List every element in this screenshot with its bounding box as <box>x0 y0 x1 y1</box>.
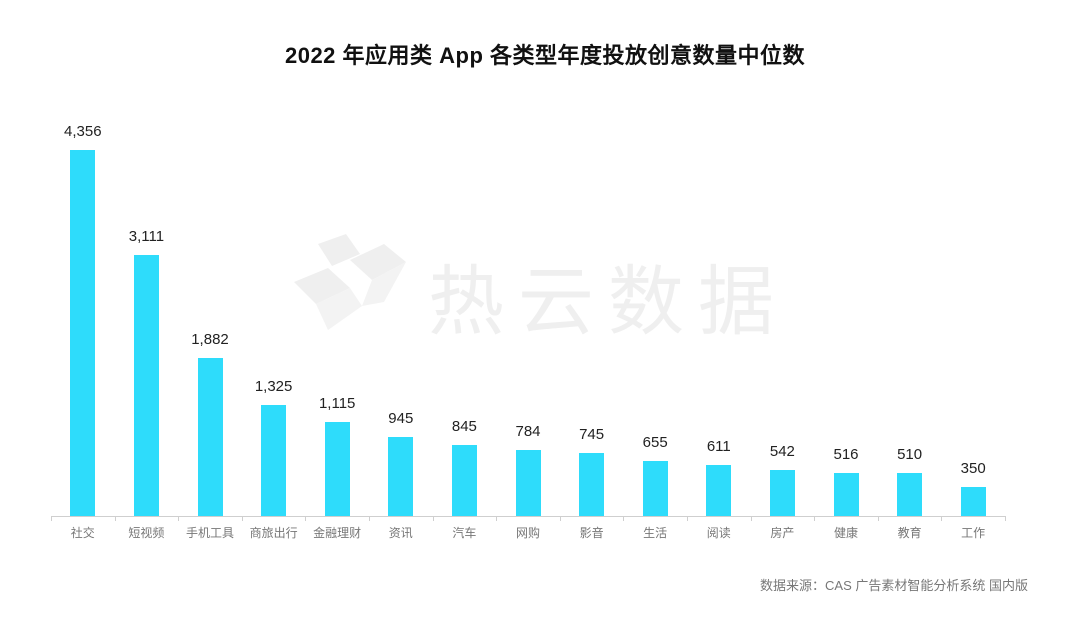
bar <box>133 254 159 516</box>
x-axis-tick <box>496 516 498 521</box>
bar <box>642 460 668 516</box>
bar-value-label: 655 <box>642 433 668 451</box>
bar <box>261 404 287 516</box>
x-axis-category-label: 阅读 <box>706 526 731 540</box>
bar-value-label: 745 <box>579 426 605 444</box>
x-axis-tick <box>877 516 879 521</box>
x-axis-tick <box>1005 516 1006 521</box>
x-axis-tick <box>687 516 688 521</box>
x-axis-category-label: 工作 <box>961 526 986 540</box>
bar-value-label: 516 <box>833 445 859 463</box>
x-axis-category-label: 社交 <box>70 526 95 540</box>
bar <box>70 150 96 516</box>
x-axis-category-label: 短视频 <box>128 526 165 540</box>
x-axis-tick <box>369 516 370 521</box>
bar <box>324 422 350 516</box>
x-axis-line <box>51 516 1005 517</box>
bar <box>515 450 541 516</box>
x-axis-category-label: 影音 <box>579 526 604 540</box>
x-axis-tick <box>814 516 816 521</box>
bar-value-label: 350 <box>960 459 986 477</box>
x-axis-tick <box>559 516 561 521</box>
bar-value-label: 1,115 <box>318 395 356 413</box>
x-axis-tick <box>305 516 307 521</box>
x-axis-category-label: 手机工具 <box>185 526 234 540</box>
bar-value-label: 1,882 <box>191 330 229 348</box>
bar <box>579 453 605 516</box>
bar-value-label: 4,356 <box>64 123 102 140</box>
x-axis-category-label: 金融理财 <box>313 526 362 540</box>
bar-value-label: 510 <box>897 446 923 464</box>
x-axis-tick <box>178 516 180 521</box>
bar-value-label: 611 <box>706 437 731 455</box>
x-axis-category-label: 商旅出行 <box>249 526 298 540</box>
x-axis-tick <box>114 516 116 521</box>
x-axis-category-label: 房产 <box>770 526 795 540</box>
bar-value-label: 945 <box>388 409 414 427</box>
bar-value-label: 1,325 <box>254 377 293 395</box>
x-axis-category-label: 资讯 <box>388 526 413 540</box>
bar <box>897 473 923 516</box>
chart-title: 2022 年应用类 App 各类型年度投放创意数量中位数 <box>284 43 806 68</box>
bar-value-label: 845 <box>451 418 477 435</box>
data-source-note: 数据来源：CAS 广告素材智能分析系统 国内版 <box>760 578 1028 593</box>
bar-value-label: 784 <box>515 423 541 441</box>
x-axis-tick <box>432 516 434 521</box>
bar <box>451 445 477 516</box>
x-axis-category-label: 汽车 <box>452 526 477 540</box>
x-axis-category-label: 教育 <box>897 526 922 540</box>
bar <box>388 436 414 516</box>
bar <box>197 357 223 516</box>
bar-value-label: 3,111 <box>128 227 165 245</box>
x-axis-tick <box>241 516 243 521</box>
x-axis-tick <box>750 516 752 521</box>
x-axis-tick <box>623 516 625 521</box>
bar <box>706 464 732 516</box>
x-axis-category-label: 生活 <box>643 526 668 540</box>
bar <box>960 486 986 516</box>
x-axis-category-label: 健康 <box>833 526 858 540</box>
bar-value-label: 542 <box>769 443 795 461</box>
bar <box>769 470 795 516</box>
bar <box>833 472 859 516</box>
x-axis-tick <box>51 516 52 521</box>
x-axis-category-label: 网购 <box>515 526 540 540</box>
x-axis-tick <box>941 516 943 521</box>
